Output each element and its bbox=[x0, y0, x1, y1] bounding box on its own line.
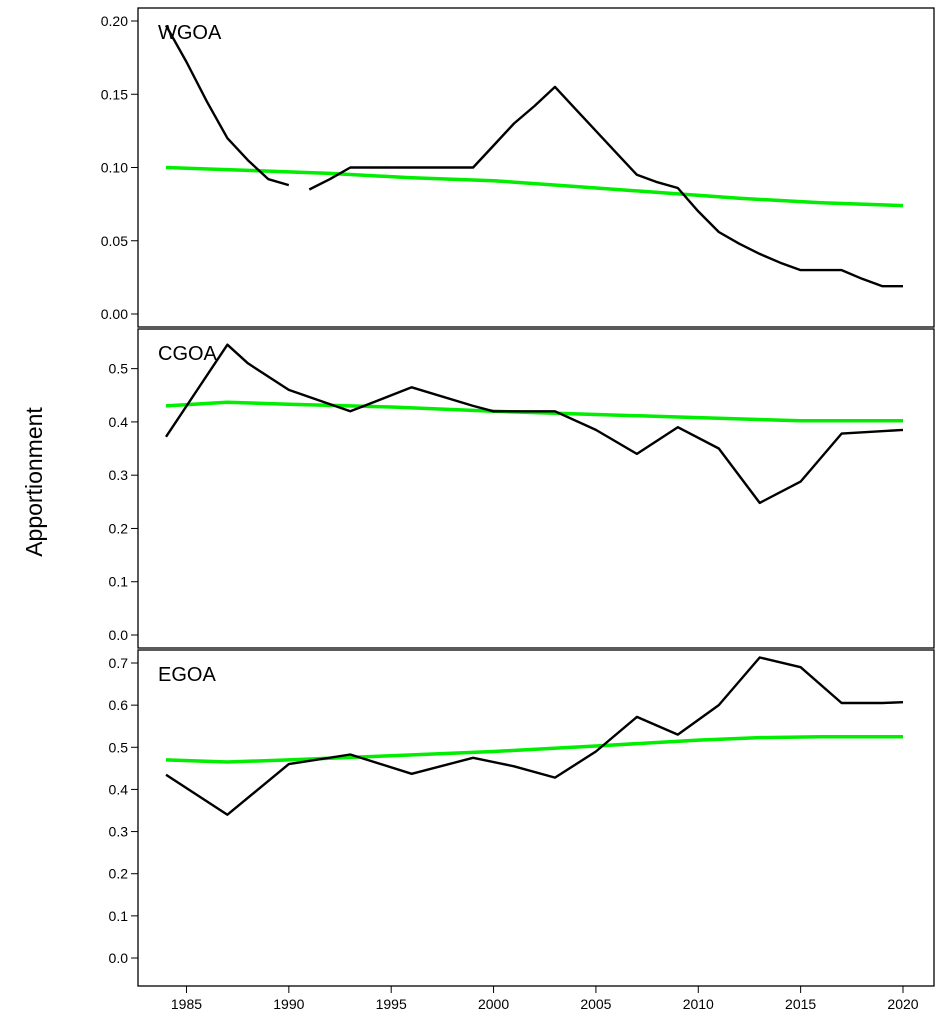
egoa-y-tick-label-2: 0.2 bbox=[109, 866, 129, 882]
cgoa-y-tick-label-3: 0.3 bbox=[109, 467, 129, 483]
wgoa-y-tick-label-3: 0.15 bbox=[101, 86, 128, 102]
x-tick-label-7: 2020 bbox=[887, 996, 918, 1009]
wgoa-observed-line-0 bbox=[164, 24, 290, 187]
egoa-y-tick-label-0: 0.0 bbox=[109, 950, 129, 966]
egoa-y-tick-label-5: 0.5 bbox=[109, 739, 129, 755]
x-tick-label-3: 2000 bbox=[478, 996, 509, 1009]
cgoa-y-tick-label-4: 0.4 bbox=[109, 414, 129, 430]
y-axis-label: Apportionment bbox=[21, 407, 47, 557]
egoa-smoothed-line-0 bbox=[165, 735, 903, 764]
x-tick-label-0: 1985 bbox=[171, 996, 202, 1009]
x-tick-label-2: 1995 bbox=[376, 996, 407, 1009]
wgoa-y-tick-label-4: 0.20 bbox=[101, 13, 128, 29]
cgoa-y-tick-label-2: 0.2 bbox=[109, 520, 129, 536]
wgoa-panel-label: WGOA bbox=[158, 22, 222, 44]
cgoa-panel-frame bbox=[137, 328, 935, 649]
x-tick-label-6: 2015 bbox=[785, 996, 816, 1009]
cgoa-y-tick-label-0: 0.0 bbox=[109, 627, 129, 643]
cgoa-y-tick-label-5: 0.5 bbox=[109, 361, 129, 377]
x-tick-label-5: 2010 bbox=[683, 996, 714, 1009]
wgoa-smoothed-line-0 bbox=[165, 165, 904, 208]
egoa-panel-frame bbox=[137, 649, 935, 987]
wgoa-observed-line-1 bbox=[308, 85, 903, 288]
x-tick-label-4: 2005 bbox=[580, 996, 611, 1009]
egoa-panel-label: EGOA bbox=[158, 664, 216, 686]
cgoa-panel-label: CGOA bbox=[158, 343, 218, 365]
egoa-y-tick-label-7: 0.7 bbox=[109, 655, 129, 671]
cgoa-y-tick-label-1: 0.1 bbox=[109, 574, 129, 590]
egoa-y-tick-label-6: 0.6 bbox=[109, 697, 129, 713]
egoa-observed-line-0 bbox=[165, 656, 904, 816]
wgoa-y-tick-label-2: 0.10 bbox=[101, 160, 128, 176]
wgoa-y-tick-label-0: 0.00 bbox=[101, 306, 128, 322]
cgoa-observed-line-0 bbox=[165, 343, 904, 505]
egoa-y-tick-label-4: 0.4 bbox=[109, 781, 129, 797]
egoa-y-tick-label-1: 0.1 bbox=[109, 908, 129, 924]
wgoa-y-tick-label-1: 0.05 bbox=[101, 233, 128, 249]
x-tick-label-1: 1990 bbox=[273, 996, 304, 1009]
egoa-y-tick-label-3: 0.3 bbox=[109, 824, 129, 840]
